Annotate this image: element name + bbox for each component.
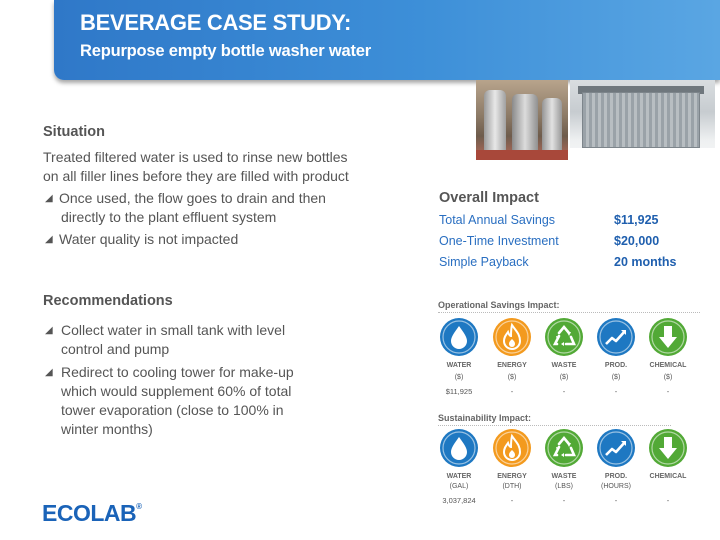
operational-metric-label: ENERGY bbox=[497, 362, 527, 369]
recommendations-heading: Recommendations bbox=[43, 293, 173, 309]
sustainability-metric-label: PROD. bbox=[604, 473, 628, 480]
situation-intro-line-2: on all filler lines before they are fill… bbox=[43, 168, 349, 184]
simple-payback-value: 20 months bbox=[614, 255, 677, 269]
operational-metric-unit: ($) bbox=[663, 374, 673, 381]
water-drop-icon bbox=[439, 317, 479, 357]
page-subtitle: Repurpose empty bottle washer water bbox=[80, 42, 371, 60]
operational-metric-value: - bbox=[510, 387, 514, 396]
down-arrow-icon bbox=[648, 317, 688, 357]
simple-payback-label: Simple Payback bbox=[439, 255, 529, 269]
sustainability-metric-unit: (HOURS) bbox=[601, 483, 631, 490]
operational-metric-value: - bbox=[562, 387, 566, 396]
plant-tanks-photo bbox=[476, 80, 568, 160]
operational-metric-label: WATER bbox=[446, 362, 472, 369]
operational-metric-unit: ($) bbox=[611, 374, 621, 381]
trend-up-icon bbox=[596, 428, 636, 468]
cooling-tower-photo bbox=[570, 80, 715, 160]
header-banner: BEVERAGE CASE STUDY: Repurpose empty bot… bbox=[54, 0, 720, 80]
sustainability-metric-label: WASTE bbox=[551, 473, 577, 480]
sustainability-metric-value: - bbox=[510, 496, 514, 505]
sustainability-metric-value: - bbox=[562, 496, 566, 505]
total-annual-savings-label: Total Annual Savings bbox=[439, 213, 556, 227]
recycle-icon bbox=[544, 317, 584, 357]
recycle-icon bbox=[544, 428, 584, 468]
operational-metric-unit: ($) bbox=[454, 374, 464, 381]
operational-metric-unit: ($) bbox=[559, 374, 569, 381]
bullet-triangle-icon: ◢ bbox=[45, 234, 53, 245]
total-annual-savings-value: $11,925 bbox=[614, 213, 659, 227]
flame-icon bbox=[492, 317, 532, 357]
situation-heading: Situation bbox=[43, 124, 106, 140]
page-title: BEVERAGE CASE STUDY: bbox=[80, 10, 352, 35]
operational-savings-title: Operational Savings Impact: bbox=[438, 300, 699, 313]
operational-metric-unit: ($) bbox=[507, 374, 517, 381]
recommendation-bullet-1: ◢ Collect water in small tank with level… bbox=[45, 322, 286, 357]
operational-metric-value: - bbox=[666, 387, 670, 396]
sustainability-metric-label: WATER bbox=[446, 473, 472, 480]
ecolab-logo: ECOLAB® bbox=[42, 500, 142, 526]
bullet-triangle-icon: ◢ bbox=[45, 325, 53, 336]
sustainability-metric-value: - bbox=[666, 496, 670, 505]
sustainability-metric-label: ENERGY bbox=[497, 473, 527, 480]
situation-intro-line-1: Treated filtered water is used to rinse … bbox=[43, 149, 348, 165]
operational-metric-label: WASTE bbox=[551, 362, 577, 369]
one-time-investment-label: One-Time Investment bbox=[439, 234, 559, 248]
sustainability-impact-title: Sustainability Impact: bbox=[438, 413, 672, 426]
trend-up-icon bbox=[596, 317, 636, 357]
sustainability-metric-value: 3,037,824 bbox=[442, 496, 476, 505]
sustainability-metric-unit: (DTH) bbox=[502, 483, 522, 490]
overall-impact-title: Overall Impact bbox=[439, 190, 539, 206]
flame-icon bbox=[492, 428, 532, 468]
sustainability-metric-unit: (LBS) bbox=[555, 483, 573, 490]
water-drop-icon bbox=[439, 428, 479, 468]
bullet-triangle-icon: ◢ bbox=[45, 193, 53, 204]
sustainability-metric-label: CHEMICAL bbox=[649, 473, 687, 480]
operational-metric-label: PROD. bbox=[604, 362, 628, 369]
bullet-triangle-icon: ◢ bbox=[45, 367, 53, 378]
operational-metric-value: - bbox=[614, 387, 618, 396]
down-arrow-icon bbox=[648, 428, 688, 468]
sustainability-metric-unit: (GAL) bbox=[449, 483, 469, 490]
situation-bullet-1: ◢ Once used, the flow goes to drain and … bbox=[45, 190, 326, 225]
operational-metric-label: CHEMICAL bbox=[649, 362, 687, 369]
one-time-investment-value: $20,000 bbox=[614, 234, 660, 248]
operational-metric-value: $11,925 bbox=[445, 387, 473, 396]
recommendation-bullet-2: ◢ Redirect to cooling tower for make-up … bbox=[45, 364, 294, 437]
sustainability-metric-value: - bbox=[614, 496, 618, 505]
situation-bullet-2: ◢ Water quality is not impacted bbox=[45, 231, 239, 247]
